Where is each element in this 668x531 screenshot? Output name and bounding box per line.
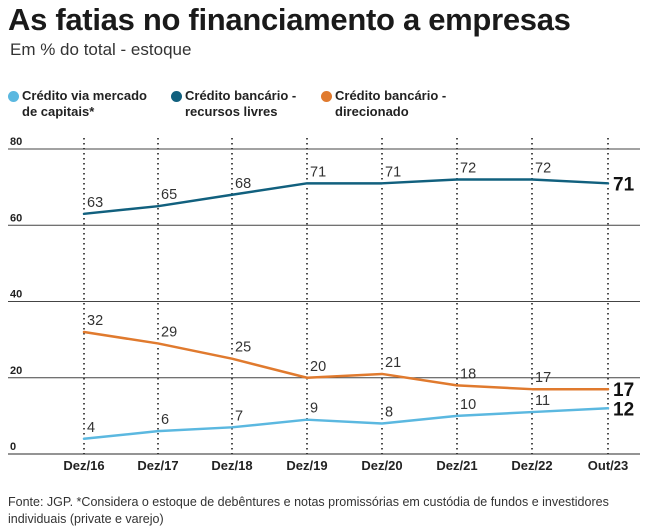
x-tick-label: Out/23 xyxy=(588,458,628,473)
data-label: 29 xyxy=(161,324,177,340)
x-tick-label: Dez/21 xyxy=(436,458,477,473)
data-label: 71 xyxy=(385,164,401,180)
data-label: 7 xyxy=(235,408,243,424)
data-label: 10 xyxy=(460,397,476,413)
data-label: 32 xyxy=(87,313,103,329)
data-label: 20 xyxy=(310,359,326,375)
data-label: 65 xyxy=(161,187,177,203)
source-footnote: Fonte: JGP. *Considera o estoque de debê… xyxy=(8,495,609,526)
chart-title: As fatias no financiamento a empresas xyxy=(8,2,571,37)
x-tick-label: Dez/22 xyxy=(511,458,552,473)
data-label-final: 17 xyxy=(613,380,634,401)
line-chart: 0 20 40 60 80 Dez/16 Dez/17 Dez/18 Dez/19 Dez/20 D… xyxy=(8,136,640,473)
y-tick-label: 60 xyxy=(10,212,22,224)
data-label: 11 xyxy=(535,393,550,409)
legend-label-line2: direcionado xyxy=(335,104,409,119)
legend-marker-direcionado xyxy=(321,91,332,102)
legend-item-mercado-capitais: Crédito via mercado de capitais* xyxy=(22,88,147,120)
chart-subtitle: Em % do total - estoque xyxy=(10,40,192,59)
legend-label-line2: de capitais* xyxy=(22,104,95,119)
series-line-2 xyxy=(82,407,610,440)
series-line-0 xyxy=(82,178,610,216)
data-label: 72 xyxy=(460,161,476,177)
legend-marker-mercado-capitais xyxy=(8,91,19,102)
data-label: 71 xyxy=(310,164,326,180)
data-label: 17 xyxy=(535,370,551,386)
y-tick-label: 40 xyxy=(10,289,22,301)
legend-marker-recursos-livres xyxy=(171,91,182,102)
y-tick-label: 80 xyxy=(10,136,22,148)
data-label: 25 xyxy=(235,340,251,356)
x-tick-label: Dez/19 xyxy=(286,458,327,473)
data-label: 4 xyxy=(87,420,95,436)
legend-label-line1: Crédito bancário - xyxy=(335,88,447,103)
x-tick-label: Dez/17 xyxy=(137,458,178,473)
data-label: 9 xyxy=(310,401,318,417)
y-tick-label: 20 xyxy=(10,365,22,377)
x-tick-label: Dez/20 xyxy=(361,458,402,473)
data-label: 6 xyxy=(161,412,169,428)
data-label: 21 xyxy=(385,355,401,371)
legend-label-line2: recursos livres xyxy=(185,104,278,119)
legend-item-recursos-livres: Crédito bancário - recursos livres xyxy=(185,88,296,120)
data-label-final: 12 xyxy=(613,399,634,420)
series-line-1 xyxy=(82,330,610,391)
data-label: 68 xyxy=(235,176,251,192)
data-label: 18 xyxy=(460,366,476,382)
legend-label-line1: Crédito via mercado xyxy=(22,88,147,103)
data-label: 8 xyxy=(385,405,393,421)
data-label: 72 xyxy=(535,161,551,177)
legend-label-line1: Crédito bancário - xyxy=(185,88,297,103)
x-tick-label: Dez/18 xyxy=(211,458,252,473)
data-label-final: 71 xyxy=(613,174,635,195)
y-tick-label: 0 xyxy=(10,441,16,453)
legend-item-direcionado: Crédito bancário - direcionado xyxy=(335,88,446,120)
data-label: 63 xyxy=(87,195,103,211)
x-tick-label: Dez/16 xyxy=(63,458,104,473)
